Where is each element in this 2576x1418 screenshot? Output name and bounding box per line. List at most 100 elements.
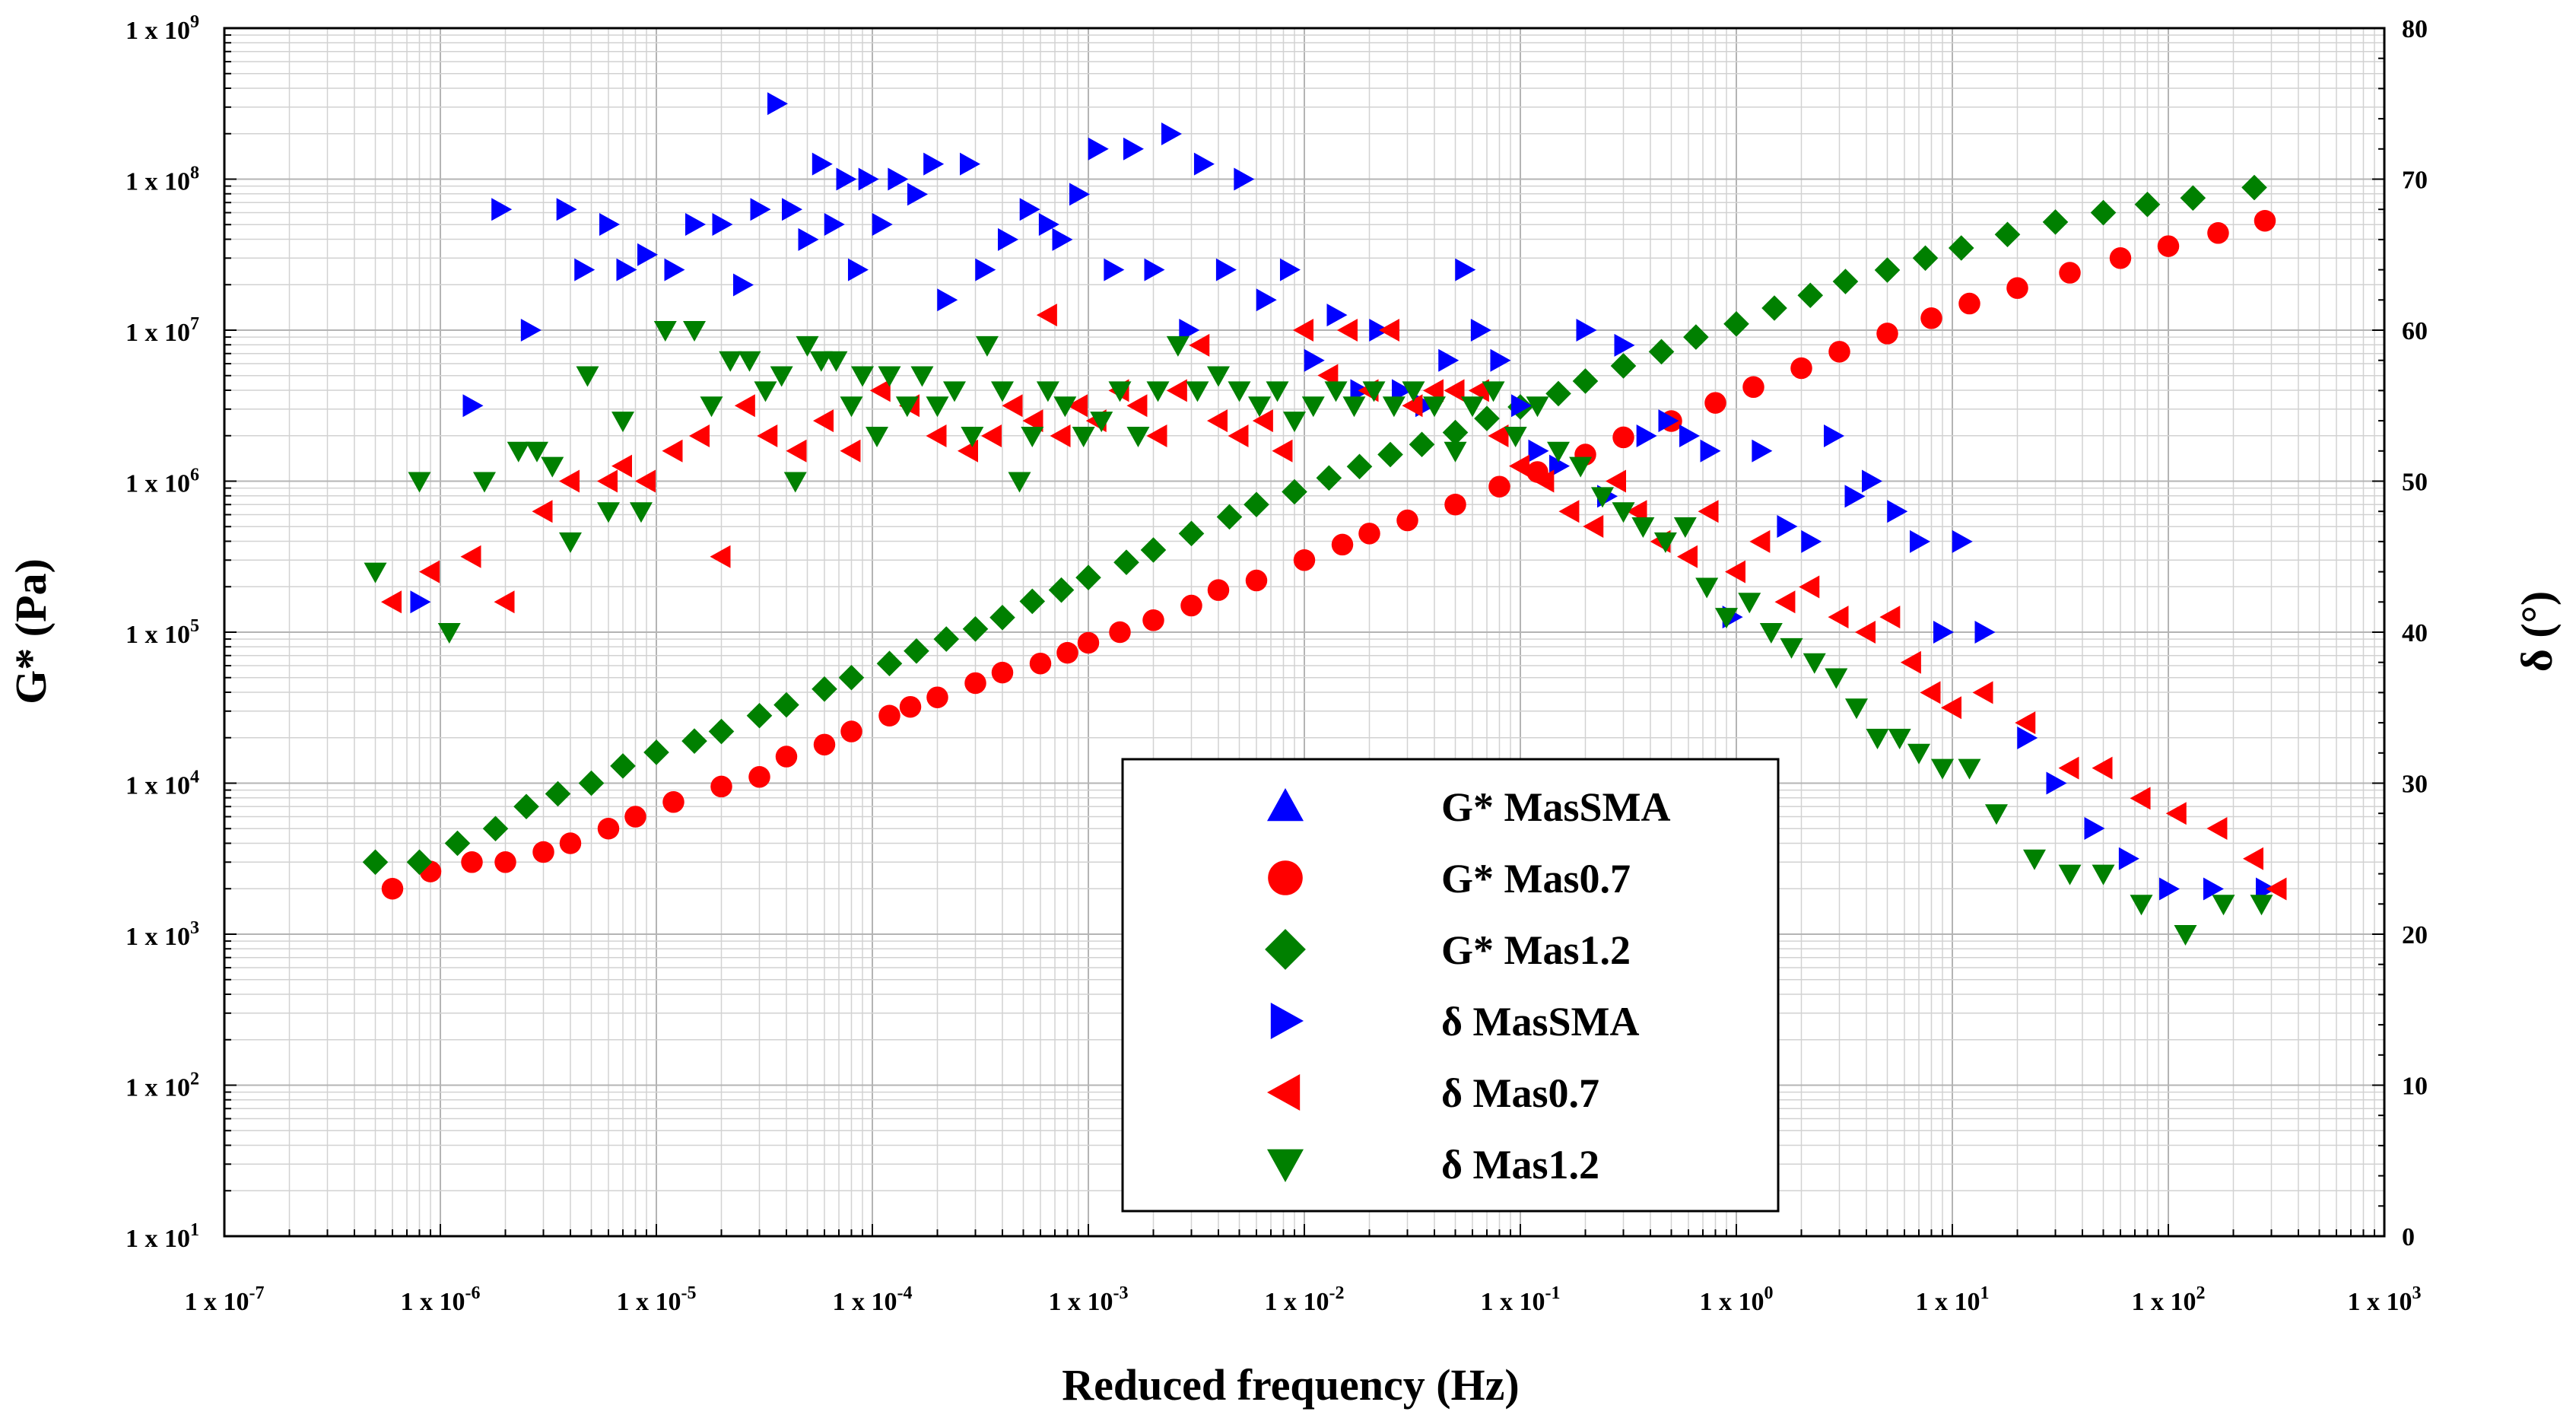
data-point-g-mas1-2	[2241, 174, 2267, 201]
data-point-g-mas1-2	[1316, 465, 1342, 491]
data-point-delta-mas0-7	[558, 469, 580, 493]
data-point-delta-massma	[2017, 726, 2038, 749]
data-point-delta-massma	[1752, 439, 1773, 463]
y-right-tick-label: 30	[2402, 771, 2428, 799]
data-point-delta-massma	[733, 273, 754, 297]
data-point-delta-massma	[1511, 394, 1532, 418]
data-point-g-mas0-7	[1358, 523, 1380, 545]
data-point-delta-mas1-2	[596, 502, 620, 523]
series-delta-mas1-2	[364, 321, 2273, 946]
data-point-g-mas0-7	[2254, 209, 2276, 232]
data-point-g-mas0-7	[1331, 533, 1354, 556]
data-point-delta-mas0-7	[1828, 606, 1849, 629]
data-point-delta-massma	[847, 258, 869, 281]
data-point-delta-mas0-7	[1189, 333, 1210, 357]
data-point-delta-mas1-2	[2130, 895, 2153, 916]
tick-labels: 1 x 10-7 1 x 10-6 1 x 10-5 1 x 10-4 1 x 10-3…	[125, 12, 2428, 1316]
data-point-g-mas0-7	[1612, 426, 1634, 449]
data-point-delta-massma	[1974, 621, 1996, 644]
data-point-delta-mas1-2	[408, 472, 431, 493]
data-point-delta-massma	[1088, 137, 1109, 161]
data-point-delta-massma	[1801, 529, 1822, 553]
data-point-delta-mas0-7	[1626, 500, 1647, 523]
data-point-delta-mas0-7	[1402, 394, 1423, 418]
data-point-delta-mas0-7	[2015, 711, 2036, 735]
data-point-delta-mas0-7	[1036, 304, 1057, 327]
data-point-delta-mas1-2	[1248, 396, 1272, 418]
data-point-g-mas0-7	[710, 775, 732, 798]
data-point-g-mas0-7	[1444, 493, 1466, 516]
data-point-g-mas1-2	[513, 793, 539, 820]
series-delta-massma	[410, 92, 2276, 901]
data-point-g-mas1-2	[1282, 478, 1307, 505]
legend-marker-delta-mas1-2	[1267, 1149, 1304, 1182]
data-point-delta-massma	[1104, 258, 1125, 281]
data-point-delta-mas1-2	[700, 396, 723, 418]
data-point-delta-mas1-2	[1738, 593, 1761, 614]
data-point-g-mas0-7	[1790, 357, 1812, 380]
data-point-delta-massma	[2118, 847, 2139, 870]
data-point-delta-mas0-7	[1879, 606, 1901, 629]
data-point-delta-mas1-2	[1715, 608, 1739, 629]
data-point-g-mas1-2	[1994, 221, 2021, 248]
data-point-delta-mas0-7	[1488, 424, 1509, 447]
data-point-delta-mas0-7	[1146, 424, 1167, 447]
data-point-g-mas0-7	[1828, 341, 1850, 363]
data-point-delta-massma	[1777, 515, 1798, 539]
data-point-g-mas0-7	[991, 661, 1014, 684]
data-point-g-mas1-2	[1244, 491, 1269, 518]
data-point-delta-mas1-2	[1444, 441, 1467, 463]
data-point-delta-mas0-7	[1126, 394, 1148, 418]
data-point-g-mas1-2	[1610, 353, 1637, 379]
data-point-delta-mas1-2	[926, 396, 949, 418]
data-point-g-mas0-7	[461, 851, 483, 873]
data-point-delta-massma	[975, 258, 996, 281]
data-point-delta-massma	[491, 198, 513, 221]
y-right-tick-label: 50	[2402, 469, 2428, 497]
y-axis-right-title: δ (°)	[2512, 591, 2562, 672]
data-point-delta-massma	[937, 288, 958, 312]
data-point-g-mas0-7	[381, 877, 404, 900]
data-point-g-mas1-2	[1377, 441, 1403, 468]
data-point-delta-mas1-2	[1166, 335, 1190, 357]
data-point-g-mas0-7	[1396, 509, 1418, 532]
data-point-delta-mas1-2	[1482, 381, 1505, 402]
data-point-delta-mas0-7	[1166, 379, 1187, 402]
data-point-g-mas0-7	[597, 818, 620, 840]
data-point-delta-massma	[637, 243, 659, 266]
data-point-g-mas0-7	[1488, 475, 1510, 498]
y-left-tick-label: 1 x 104	[125, 768, 199, 800]
legend-label-delta-mas0-7: δ Mas0.7	[1441, 1070, 1599, 1116]
data-point-delta-mas0-7	[869, 379, 891, 402]
data-point-delta-mas1-2	[629, 502, 653, 523]
data-point-delta-mas0-7	[734, 394, 755, 418]
data-point-delta-mas1-2	[1053, 396, 1077, 418]
data-point-g-mas0-7	[2006, 277, 2028, 299]
data-point-g-mas0-7	[1958, 292, 1980, 315]
data-point-delta-mas1-2	[719, 351, 742, 372]
data-point-delta-mas1-2	[1108, 381, 1132, 402]
data-point-delta-mas0-7	[980, 424, 1002, 447]
data-point-delta-massma	[2203, 877, 2224, 901]
data-point-g-mas1-2	[933, 626, 960, 652]
data-point-delta-mas1-2	[796, 335, 819, 357]
data-point-delta-mas0-7	[1725, 560, 1745, 583]
data-point-delta-mas0-7	[1272, 439, 1293, 463]
y-right-tick-label: 70	[2402, 167, 2428, 195]
data-point-delta-massma	[1326, 304, 1348, 327]
data-point-g-mas1-2	[746, 702, 773, 729]
data-point-delta-mas0-7	[1583, 515, 1604, 539]
data-point-g-mas1-2	[2042, 209, 2069, 235]
data-point-delta-mas1-2	[1266, 381, 1289, 402]
y-right-tick-label: 40	[2402, 619, 2428, 647]
data-point-delta-mas0-7	[1605, 469, 1626, 493]
data-point-g-mas1-2	[812, 676, 837, 702]
data-point-g-mas1-2	[2134, 191, 2161, 218]
data-point-delta-mas1-2	[437, 623, 461, 644]
data-point-delta-mas0-7	[2092, 756, 2113, 780]
data-point-delta-massma	[1179, 319, 1200, 342]
data-point-delta-massma	[1161, 122, 1182, 145]
legend-marker-g-mas1-2	[1265, 929, 1306, 970]
data-point-delta-mas0-7	[1317, 364, 1339, 387]
data-point-delta-mas1-2	[1653, 532, 1677, 553]
